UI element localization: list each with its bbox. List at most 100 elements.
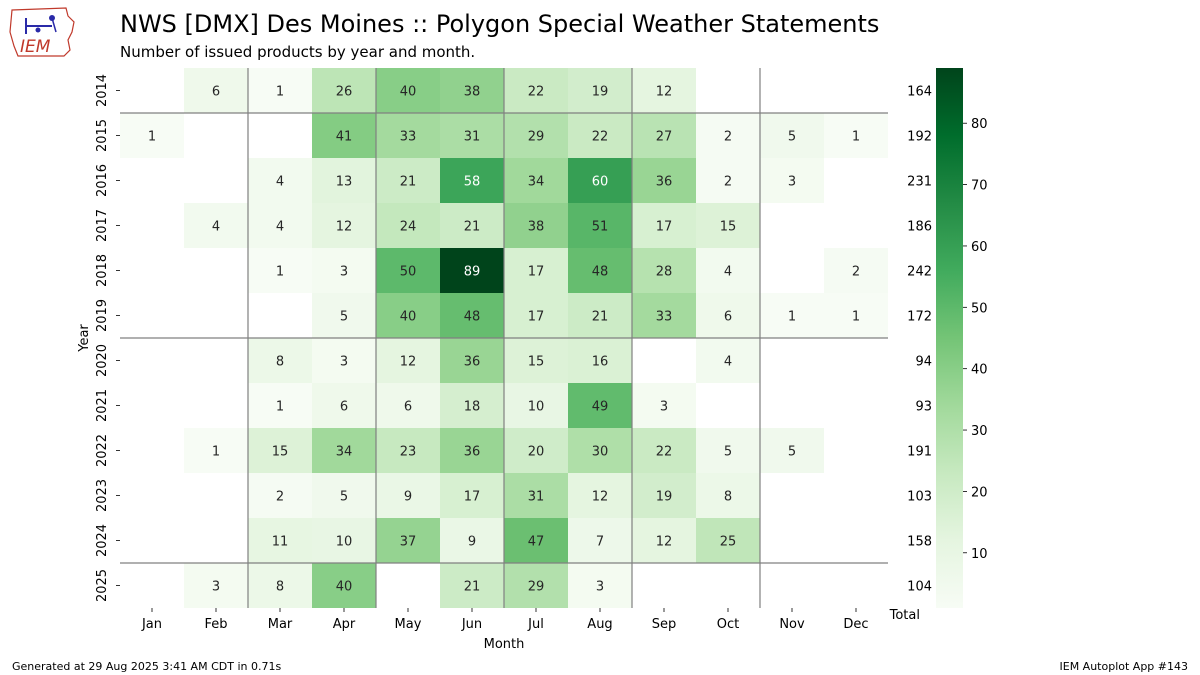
cell-label: 37 [400, 535, 417, 550]
app-label: IEM Autoplot App #143 [1059, 660, 1189, 673]
cell-2023-Aug [568, 473, 632, 518]
cell-label: 8 [724, 490, 732, 505]
cell-label: 28 [656, 265, 673, 280]
cell-label: 3 [660, 400, 668, 415]
cell-label: 19 [656, 490, 673, 505]
cell-2019-Sep [632, 293, 696, 338]
cell-2017-Jun [440, 203, 504, 248]
cell-2025-Aug [568, 563, 632, 608]
cell-2016-Apr [312, 158, 376, 203]
cell-label: 1 [212, 445, 220, 460]
cell-2024-Sep [632, 518, 696, 563]
cell-label: 21 [464, 580, 481, 595]
cell-2021-Jul [504, 383, 568, 428]
cell-label: 9 [404, 490, 412, 505]
cell-2014-Aug [568, 68, 632, 113]
cell-label: 47 [528, 535, 545, 550]
cell-2014-Apr [312, 68, 376, 113]
cell-label: 4 [276, 220, 284, 235]
cell-label: 5 [788, 445, 796, 460]
cell-2021-Apr [312, 383, 376, 428]
cell-label: 17 [528, 265, 545, 280]
x-tick-label: Apr [333, 617, 356, 632]
cell-2019-Dec [824, 293, 888, 338]
row-total: 104 [907, 580, 932, 595]
cell-2020-Oct [696, 338, 760, 383]
cell-label: 18 [464, 400, 481, 415]
cell-label: 17 [656, 220, 673, 235]
colorbar-tick-label: 20 [971, 485, 988, 500]
cell-label: 4 [724, 355, 732, 370]
cell-label: 58 [464, 175, 481, 190]
cell-label: 6 [340, 400, 348, 415]
cell-label: 21 [400, 175, 417, 190]
y-tick-label: 2023 [95, 479, 110, 512]
cell-2018-Mar [248, 248, 312, 293]
cell-2017-Oct [696, 203, 760, 248]
cell-2015-Aug [568, 113, 632, 158]
cell-label: 15 [528, 355, 545, 370]
x-tick-label: Aug [587, 617, 612, 632]
cell-label: 27 [656, 130, 673, 145]
cell-label: 29 [528, 580, 545, 595]
cell-label: 11 [272, 535, 289, 550]
cell-label: 1 [276, 85, 284, 100]
cell-label: 1 [276, 265, 284, 280]
cell-2018-Oct [696, 248, 760, 293]
y-tick-label: 2019 [95, 299, 110, 332]
cell-label: 3 [596, 580, 604, 595]
y-tick-label: 2018 [95, 254, 110, 287]
cell-label: 15 [720, 220, 737, 235]
cell-2022-Nov [760, 428, 824, 473]
cell-label: 36 [656, 175, 673, 190]
cell-label: 20 [528, 445, 545, 460]
cell-label: 1 [852, 310, 860, 325]
cell-label: 6 [212, 85, 220, 100]
y-tick-label: 2020 [95, 344, 110, 377]
cell-label: 15 [272, 445, 289, 460]
cell-2022-Mar [248, 428, 312, 473]
cell-2023-Sep [632, 473, 696, 518]
cell-label: 6 [404, 400, 412, 415]
cell-2021-Mar [248, 383, 312, 428]
cell-label: 36 [464, 355, 481, 370]
cell-2017-May [376, 203, 440, 248]
colorbar: 10 20 30 40 50 60 70 80 [936, 68, 988, 608]
cell-label: 24 [400, 220, 417, 235]
cell-label: 16 [592, 355, 609, 370]
cell-label: 12 [656, 85, 673, 100]
cell-label: 48 [592, 265, 609, 280]
colorbar-tick-label: 50 [971, 301, 988, 316]
cell-2018-Dec [824, 248, 888, 293]
colorbar-tick-label: 10 [971, 547, 988, 562]
x-axis: Jan Feb Mar Apr May Jun Jul Aug Sep Oct Nov Dec Mont… [141, 608, 869, 652]
cell-2017-Mar [248, 203, 312, 248]
logo-text: IEM [20, 37, 51, 57]
colorbar-tick-label: 70 [971, 179, 988, 194]
cell-label: 38 [464, 85, 481, 100]
row-total: 231 [907, 175, 932, 190]
cell-label: 26 [336, 85, 353, 100]
y-tick-label: 2025 [95, 569, 110, 602]
cell-label: 2 [724, 175, 732, 190]
colorbar-tick-label: 30 [971, 424, 988, 439]
y-tick-label: 2017 [95, 209, 110, 242]
cell-label: 5 [788, 130, 796, 145]
cell-label: 17 [528, 310, 545, 325]
cell-2019-Jun [440, 293, 504, 338]
cell-label: 19 [592, 85, 609, 100]
row-total: 242 [907, 265, 932, 280]
cell-label: 1 [788, 310, 796, 325]
grid-separators [120, 68, 888, 608]
row-total: 172 [907, 310, 932, 325]
x-tick-label: Jun [461, 617, 482, 632]
y-tick-label: 2022 [95, 434, 110, 467]
cell-label: 50 [400, 265, 417, 280]
cell-label: 21 [464, 220, 481, 235]
cell-2015-Jun [440, 113, 504, 158]
cell-2021-Sep [632, 383, 696, 428]
cell-label: 60 [592, 175, 609, 190]
y-tick-label: 2014 [95, 74, 110, 107]
cell-label: 22 [592, 130, 609, 145]
cell-label: 2 [852, 265, 860, 280]
